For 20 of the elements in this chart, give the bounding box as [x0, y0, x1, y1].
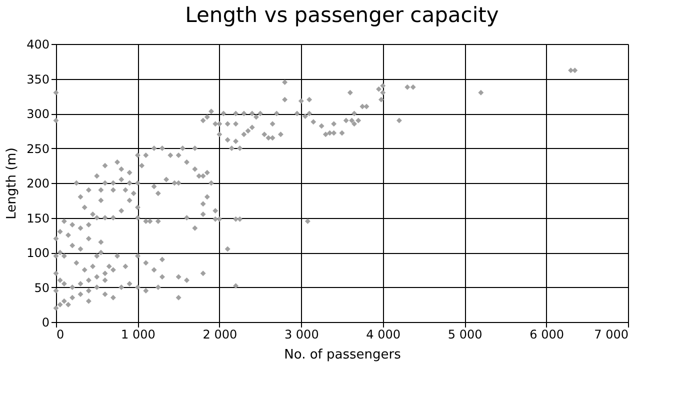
y-tick-label: 250: [26, 142, 50, 156]
x-tick-label: 5 000: [448, 328, 482, 342]
y-tick-label: 50: [34, 280, 50, 295]
y-tick-label: 400: [26, 38, 50, 52]
x-axis-title: No. of passengers: [284, 348, 402, 362]
y-axis-title: Length (m): [4, 148, 20, 220]
chart-title: Length vs passenger capacity: [185, 3, 499, 27]
x-tick-label: 4 000: [366, 328, 401, 342]
y-tick-label: 150: [26, 211, 50, 226]
y-tick-label: 350: [26, 72, 50, 86]
y-tick-label: 0: [42, 316, 50, 330]
y-tick-label: 100: [26, 246, 50, 260]
y-tick-label: 300: [26, 107, 50, 121]
x-tick-label: 0: [56, 328, 64, 342]
x-tick-label: 2 000: [202, 328, 238, 342]
y-tick-label: 200: [26, 176, 50, 190]
x-tick-label: 7 000: [594, 328, 628, 342]
x-tick-label: 6 000: [530, 328, 564, 342]
x-tick-label: 3 000: [284, 328, 319, 342]
x-tick-label: 1 000: [121, 328, 156, 342]
